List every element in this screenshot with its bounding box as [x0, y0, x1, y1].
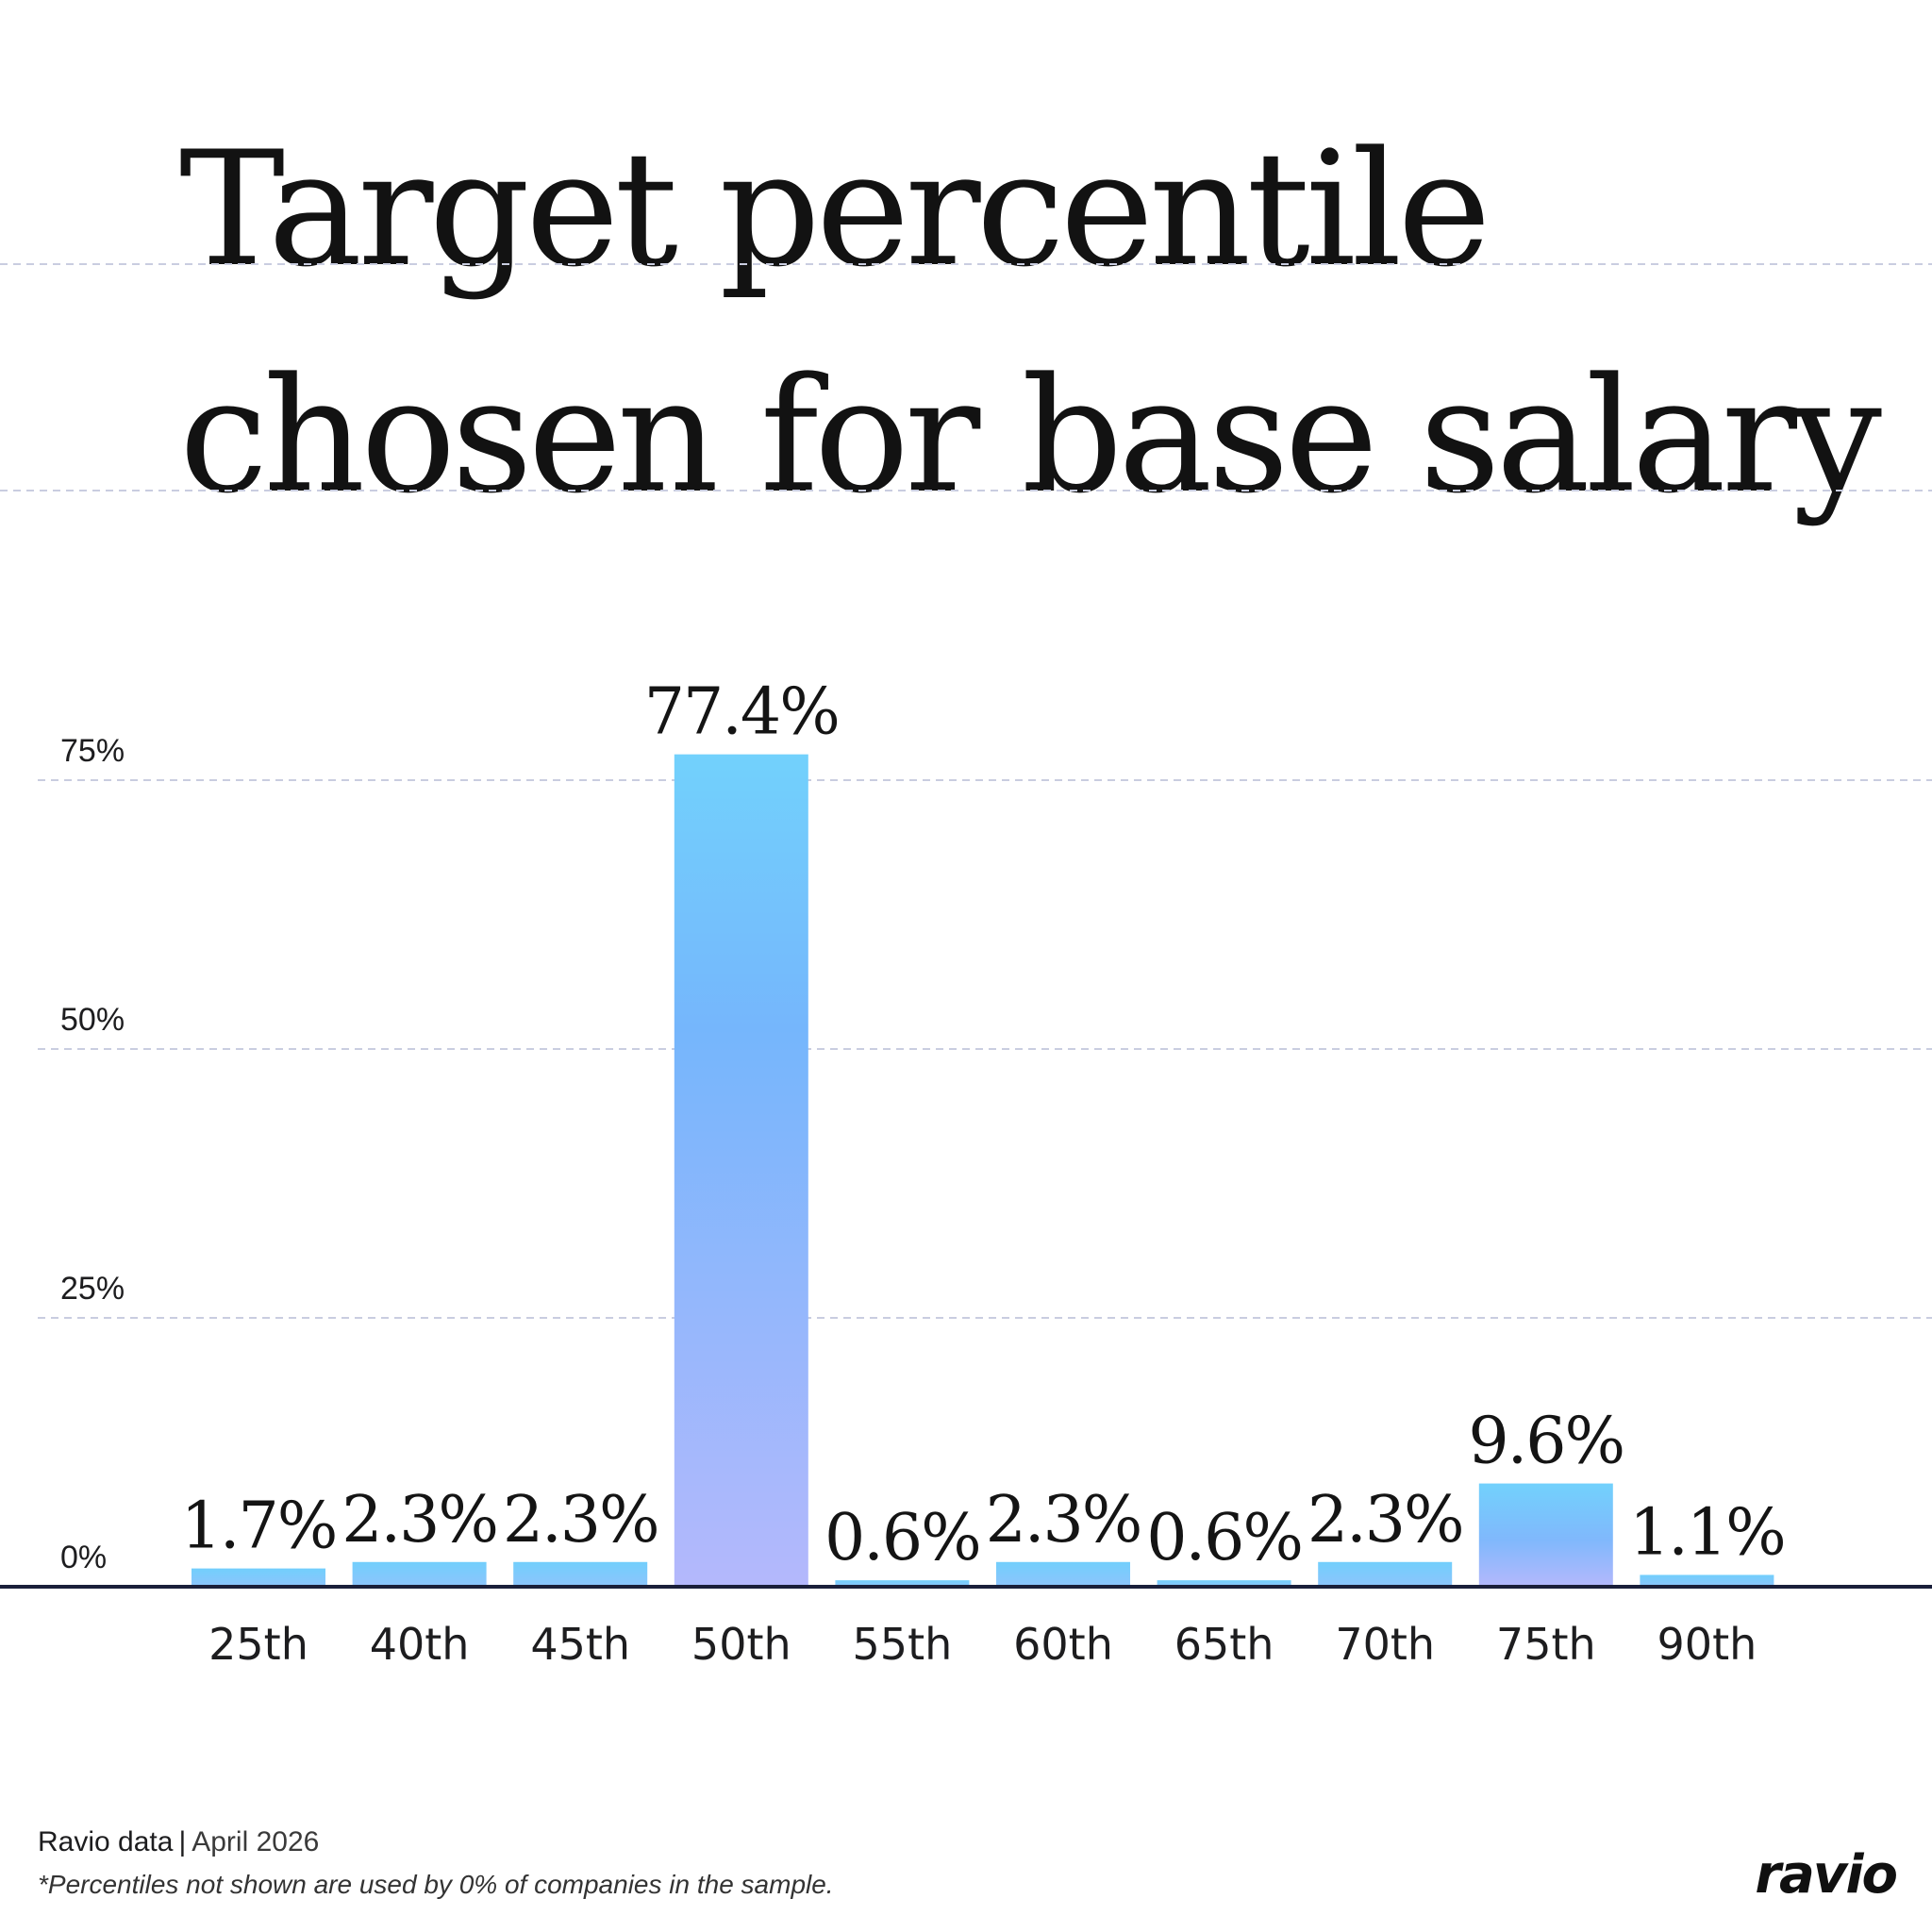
source-label: Ravio data — [38, 1826, 174, 1857]
x-axis-category-labels: 25th 40th 45th 50th 55th 60th 65th 70th 75th 90th — [208, 1619, 1757, 1670]
source-separator: | — [178, 1826, 187, 1857]
y-tick-label: 0% — [60, 1540, 107, 1575]
category-label-45th: 45th — [530, 1619, 630, 1670]
value-label-55th: 0.6% — [824, 1501, 980, 1575]
bar-90th — [1640, 1574, 1774, 1587]
value-label-65th: 0.6% — [1146, 1501, 1302, 1575]
bar-60th — [996, 1561, 1130, 1587]
bar-65th — [1157, 1580, 1291, 1587]
value-label-90th: 1.1% — [1629, 1495, 1785, 1570]
bar-40th — [352, 1561, 487, 1587]
source-date: April 2026 — [192, 1826, 320, 1857]
value-label-75th: 9.6% — [1468, 1405, 1624, 1479]
bar-25th — [192, 1568, 325, 1587]
value-labels: 1.7% 2.3% 2.3%77.4%0.6% 2.3% 0.6% 2.3%9.6%1.1… — [181, 675, 1787, 1576]
category-label-25th: 25th — [208, 1619, 308, 1670]
category-label-40th: 40th — [370, 1619, 470, 1670]
category-label-75th: 75th — [1496, 1619, 1596, 1670]
category-label-65th: 65th — [1174, 1619, 1274, 1670]
category-label-90th: 90th — [1657, 1619, 1757, 1670]
bar-75th — [1478, 1483, 1613, 1587]
y-axis-tick-labels: 0% 25% 50% 75% — [60, 733, 125, 1575]
category-label-60th: 60th — [1013, 1619, 1113, 1670]
value-label-50th: 77.4% — [644, 675, 839, 750]
bar-70th — [1318, 1561, 1453, 1587]
decorative-guide-lines — [0, 263, 1932, 491]
bar-55th — [835, 1580, 970, 1587]
footer-source: Ravio data | April 2026 — [38, 1826, 319, 1858]
bar-45th — [513, 1561, 648, 1587]
ravio-logo: ravio — [1755, 1844, 1898, 1906]
y-tick-label: 75% — [60, 733, 125, 769]
gridlines — [38, 779, 1932, 1319]
category-label-50th: 50th — [691, 1619, 791, 1670]
value-label-70th: 2.3% — [1307, 1483, 1463, 1557]
chart-title-line-2: chosen for base salary — [179, 343, 1882, 528]
y-tick-label: 25% — [60, 1271, 125, 1307]
category-label-70th: 70th — [1335, 1619, 1435, 1670]
value-label-45th: 2.3% — [503, 1483, 658, 1557]
bars — [192, 754, 1774, 1587]
y-tick-label: 50% — [60, 1002, 125, 1038]
category-label-55th: 55th — [853, 1619, 953, 1670]
value-label-25th: 1.7% — [181, 1490, 337, 1564]
value-label-40th: 2.3% — [341, 1483, 497, 1557]
chart-title-line-1: Target percentile — [179, 117, 1491, 302]
bar-50th — [674, 754, 808, 1587]
value-label-60th: 2.3% — [986, 1483, 1141, 1557]
footnote: *Percentiles not shown are used by 0% of… — [38, 1870, 834, 1899]
